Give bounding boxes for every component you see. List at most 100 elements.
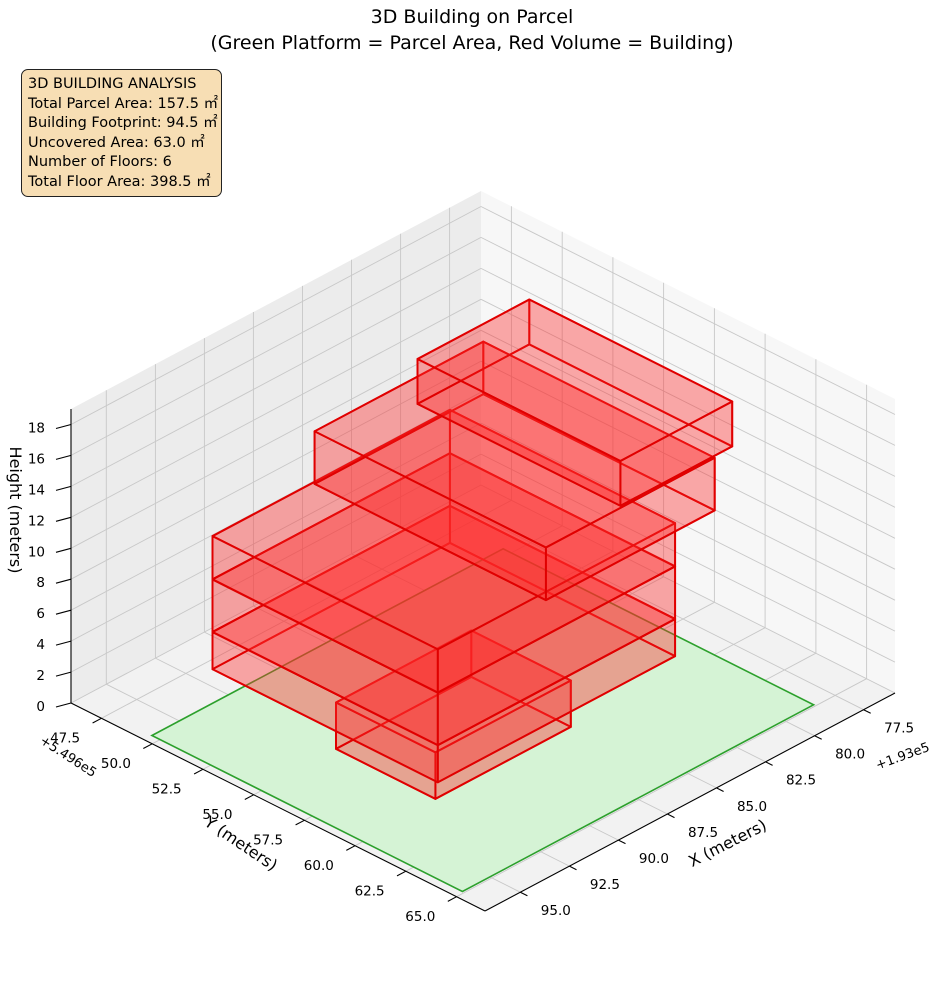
building-face: [335, 629, 572, 754]
y-tick: [244, 794, 254, 800]
y-tick: [295, 819, 305, 826]
info-floor-area: Total Floor Area: 398.5 ㎡: [28, 173, 211, 190]
x-tick: [618, 839, 626, 845]
building-face: [313, 340, 716, 549]
info-heading: 3D BUILDING ANALYSIS: [28, 76, 197, 92]
z-grid-line-left: [70, 298, 482, 518]
info-parcel-area: Total Parcel Area: 157.5 ㎡: [28, 95, 219, 112]
z-grid-line-right: [480, 360, 896, 570]
z-grid-line-left: [70, 268, 482, 487]
x-tick: [863, 709, 871, 714]
axis-lines: [70, 409, 896, 912]
y-tick-label: 62.5: [355, 884, 385, 900]
z-grid-line-left: [70, 360, 482, 580]
z-tick: [55, 485, 72, 491]
z-tick-label: 12: [28, 513, 45, 529]
z-grid-line-right: [480, 422, 896, 632]
x-tick-label: 90.0: [639, 851, 669, 867]
y-tick: [193, 768, 204, 775]
z-grid-line-right: [480, 329, 896, 539]
chart-subtitle: (Green Platform = Parcel Area, Red Volum…: [210, 32, 734, 54]
y-tick-label: 52.5: [152, 782, 182, 798]
y-tick-label: 57.5: [253, 833, 283, 849]
y-tick: [447, 896, 457, 902]
tick-labels: 77.5 80.0 82.5 85.0 87.5 90.0 92.5 95.0 47.5 50.0…: [28, 421, 914, 926]
z-grid-line-left: [70, 329, 482, 549]
x-tick-label: 87.5: [688, 825, 718, 841]
z-tick-label: 2: [36, 668, 45, 684]
x-axis-line: [484, 692, 896, 912]
plot-polygons: [150, 298, 816, 893]
right-back-pane: [481, 191, 895, 693]
z-tick: [55, 423, 72, 430]
y-tick: [346, 845, 356, 851]
z-grid-line-left: [70, 206, 482, 425]
y-tick-label: 50.0: [101, 756, 131, 772]
z-grid-line-right: [480, 206, 896, 415]
z-axis-label: Height (meters): [6, 447, 25, 574]
z-tick-label: 16: [28, 451, 45, 467]
y-grid-line-floor: [101, 499, 512, 719]
building-floor-3: [211, 452, 677, 747]
x-grid-line-floor: [449, 501, 864, 711]
z-grid-line-right: [480, 484, 896, 694]
z-tick: [55, 671, 72, 677]
x-tick-label: 80.0: [835, 747, 865, 763]
x-tick: [765, 761, 773, 766]
z-grid-line-right: [480, 236, 896, 446]
z-grid-line-right: [480, 298, 896, 508]
x-tick: [667, 813, 675, 819]
z-tick-label: 4: [36, 637, 45, 653]
x-tick: [569, 865, 577, 871]
z-tick-label: 6: [36, 606, 45, 622]
y-axis-line: [70, 702, 486, 912]
z-tick-label: 8: [36, 575, 45, 591]
y-tick: [396, 870, 407, 877]
x-tick: [814, 735, 822, 740]
z-grid-line-left: [70, 484, 482, 704]
building-face: [416, 298, 734, 462]
z-tick: [55, 516, 72, 522]
z-grid-line-left: [70, 237, 482, 456]
y-tick-label: 47.5: [50, 731, 80, 747]
y-grid-line-floor: [456, 678, 867, 898]
z-grid-line-left: [70, 453, 482, 673]
x-tick-label: 95.0: [541, 903, 571, 919]
parcel-platform: [150, 547, 816, 893]
x-axis-label: X (meters): [685, 815, 769, 871]
info-uncovered-area: Uncovered Area: 63.0 ㎡: [28, 134, 205, 151]
x-offset-label: +1.93e5: [874, 740, 932, 773]
z-tick-label: 14: [28, 482, 45, 498]
z-tick: [55, 578, 72, 584]
z-tick: [55, 454, 72, 460]
tick-marks: [55, 423, 871, 902]
chart-title: 3D Building on Parcel: [370, 6, 574, 28]
z-grid-line-right: [480, 453, 896, 663]
left-back-pane: [71, 191, 481, 703]
z-tick-label: 18: [28, 421, 45, 437]
x-tick: [716, 787, 724, 792]
x-tick-label: 92.5: [590, 877, 620, 893]
y-tick-label: 55.0: [202, 807, 232, 823]
z-grid-line-left: [70, 422, 482, 642]
x-tick-label: 85.0: [737, 799, 767, 815]
y-tick-label: 60.0: [304, 858, 334, 874]
y-tick-label: 65.0: [405, 909, 435, 925]
z-tick: [55, 547, 72, 553]
building-floor-6: [416, 298, 734, 507]
z-grid-line-right: [480, 267, 896, 477]
x-tick: [520, 891, 528, 897]
x-tick-label: 77.5: [884, 721, 914, 737]
z-tick: [55, 702, 72, 708]
z-tick-label: 10: [28, 544, 45, 560]
info-floor-count: Number of Floors: 6: [28, 154, 172, 170]
building-floor-5: [313, 340, 716, 602]
building-face: [211, 408, 677, 651]
info-footprint: Building Footprint: 94.5 ㎡: [28, 115, 218, 131]
z-tick: [55, 640, 72, 646]
z-tick-label: 0: [36, 699, 45, 715]
building-floor-2: [211, 504, 677, 784]
z-tick: [55, 609, 72, 615]
x-tick-label: 82.5: [786, 773, 816, 789]
